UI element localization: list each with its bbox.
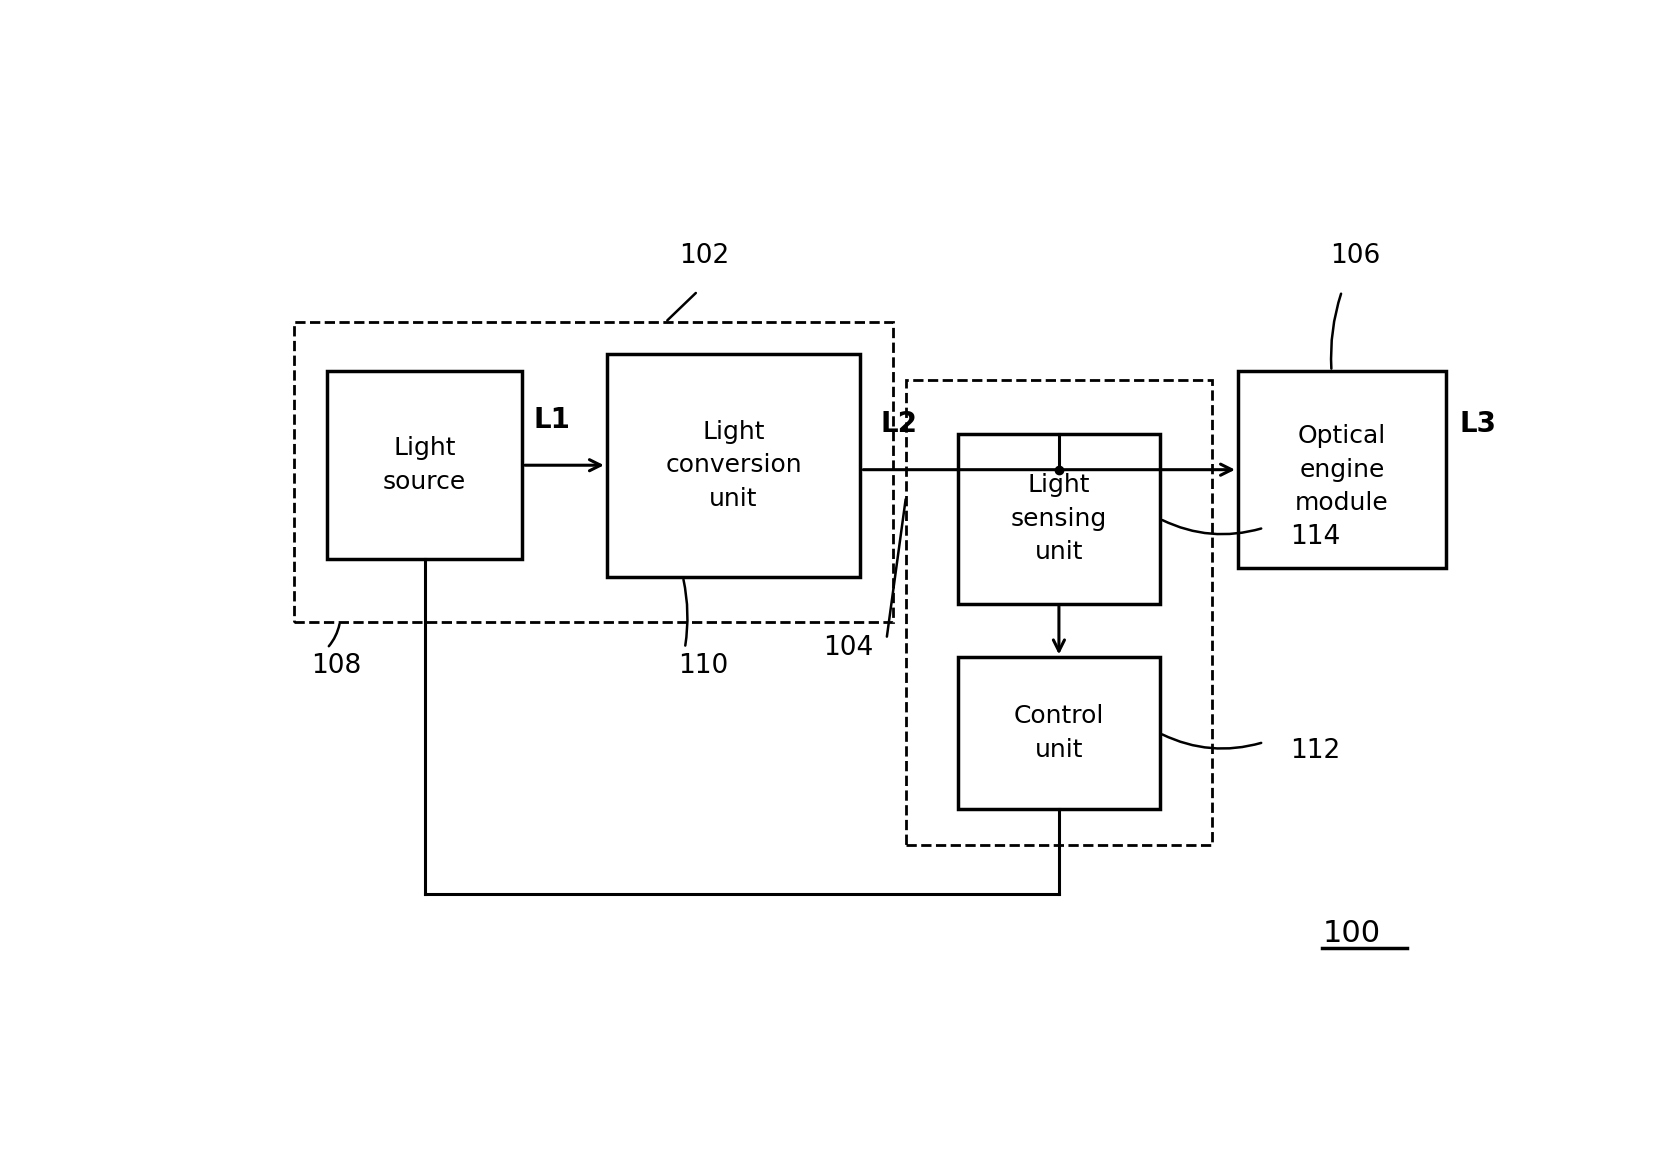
Text: 100: 100: [1323, 919, 1380, 948]
Bar: [606, 354, 861, 577]
Text: Light
source: Light source: [383, 436, 467, 494]
Bar: [294, 322, 893, 622]
Bar: [959, 434, 1160, 603]
Text: Control
unit: Control unit: [1014, 704, 1105, 762]
Text: 102: 102: [680, 242, 729, 269]
Text: Optical
engine
module: Optical engine module: [1295, 425, 1389, 515]
Text: 110: 110: [678, 653, 729, 680]
Text: 104: 104: [823, 636, 873, 661]
Text: 112: 112: [1289, 738, 1340, 764]
Bar: [959, 658, 1160, 810]
Text: L1: L1: [532, 406, 569, 434]
Text: L2: L2: [880, 411, 917, 438]
Bar: [1237, 371, 1446, 568]
Bar: [907, 380, 1212, 844]
Text: L3: L3: [1459, 411, 1496, 438]
Text: 106: 106: [1330, 242, 1380, 269]
Text: Light
sensing
unit: Light sensing unit: [1011, 473, 1106, 564]
Text: 114: 114: [1289, 523, 1340, 550]
Bar: [327, 371, 522, 559]
Text: 108: 108: [311, 653, 361, 680]
Text: Light
conversion
unit: Light conversion unit: [665, 420, 803, 510]
